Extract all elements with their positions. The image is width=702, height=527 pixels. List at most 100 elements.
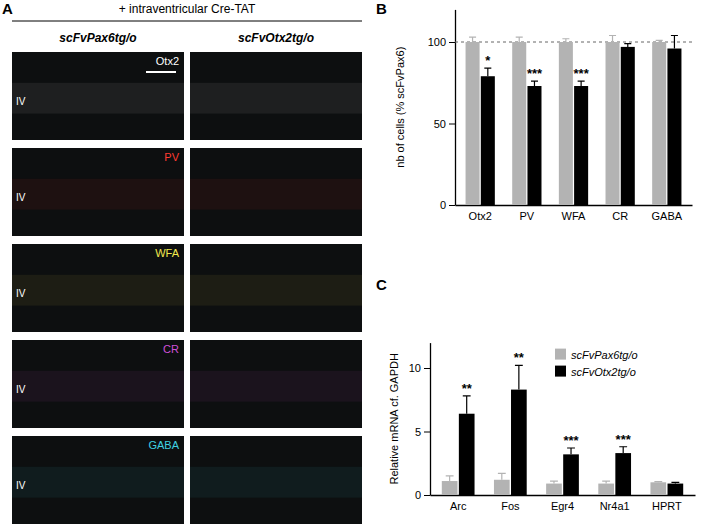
significance: ***: [563, 433, 579, 448]
micrograph-tint: [190, 275, 362, 306]
legend-label: scFvPax6tg/o: [571, 349, 638, 361]
bar: [667, 49, 681, 205]
bar: [574, 86, 588, 205]
micrograph-tint: [12, 179, 184, 210]
error-cap: [550, 480, 558, 481]
x-tick: Nr4a1: [600, 500, 630, 512]
bar: [563, 454, 579, 495]
error-bar: [519, 37, 520, 42]
significance: ***: [527, 66, 543, 81]
chart: B 0 50 100 Otx2 PV WFA CR GABA nb of cells (% scF…: [376, 0, 693, 222]
chart: C0510ArcFosEgr4Nr4a1HPRTRelative mRNA cf…: [376, 276, 696, 512]
y-tick-mark: [449, 124, 455, 125]
x-axis-line: [456, 205, 693, 206]
y-tick: 0: [440, 199, 455, 211]
x-tick-label: PV: [520, 210, 535, 222]
scale-bar: [146, 71, 176, 73]
y-tick-mark: [424, 432, 430, 433]
bar: [466, 42, 480, 205]
micrograph-tint: [190, 467, 362, 498]
panel-letter: B: [376, 0, 387, 17]
micrograph: [190, 148, 362, 236]
micrograph-tint: [190, 179, 362, 210]
bar: [606, 42, 620, 205]
stain-label: PV: [164, 151, 179, 163]
x-tick: GABA: [652, 210, 683, 222]
x-tick: WFA: [562, 210, 586, 222]
figure: A+ intraventricular Cre-TATscFvPax6tg/os…: [0, 0, 702, 527]
micrograph-tint: [12, 371, 184, 402]
y-tick-label: 0: [440, 199, 446, 211]
legend-label: scFvOtx2tg/o: [571, 366, 636, 378]
micrograph: [190, 52, 362, 140]
y-tick-label: 5: [415, 426, 421, 438]
x-tick-label: WFA: [562, 210, 586, 222]
micrograph-tint: [12, 467, 184, 498]
bar: [598, 484, 614, 495]
error-cap: [469, 37, 476, 38]
error-cap: [516, 37, 523, 38]
y-tick-label: 50: [434, 118, 446, 130]
error-bar: [570, 448, 571, 454]
error-bar: [449, 476, 450, 481]
bar: [615, 453, 631, 495]
bar: [494, 480, 510, 495]
y-axis: 0 5 10: [409, 343, 431, 501]
significance: **: [462, 381, 473, 396]
significance: ***: [616, 432, 632, 447]
panel-letter: A: [2, 0, 13, 17]
legend-swatch: [555, 366, 566, 377]
x-tick: Egr4: [551, 500, 574, 512]
micrograph-tint: [190, 83, 362, 114]
bar: [459, 414, 475, 495]
error-cap: [654, 481, 662, 482]
y-tick-label: 0: [415, 489, 421, 501]
error-bar: [518, 365, 519, 389]
legend: scFvPax6tg/o scFvOtx2tg/o: [555, 349, 638, 378]
y-axis-title: nb of cells (% scFvPax6): [394, 47, 406, 168]
y-tick: 5: [415, 426, 430, 438]
layer-label: IV: [16, 480, 26, 491]
error-bar: [623, 447, 624, 453]
micrograph: [12, 436, 184, 524]
header: + intraventricular Cre-TAT: [119, 2, 256, 16]
bar: [650, 482, 666, 495]
y-tick-label: 100: [428, 36, 446, 48]
y-tick-mark: [449, 42, 455, 43]
x-tick: PV: [520, 210, 535, 222]
plot-area: [455, 35, 692, 205]
error-cap: [671, 482, 679, 483]
micrograph-tint: [12, 83, 184, 114]
plot-area: [442, 365, 683, 495]
panel-a: A+ intraventricular Cre-TATscFvPax6tg/os…: [2, 0, 362, 524]
error-bar: [487, 68, 488, 76]
error-bar: [472, 37, 473, 42]
column-label: scFvPax6tg/o: [59, 31, 136, 45]
y-axis-line: [455, 10, 456, 206]
x-tick-label: Otx2: [469, 210, 492, 222]
micrograph: [190, 436, 362, 524]
error-cap: [446, 475, 454, 476]
bar: [512, 42, 526, 205]
x-tick-label: GABA: [652, 210, 683, 222]
micrograph: [12, 340, 184, 428]
y-tick: 10: [409, 362, 430, 374]
error-bar: [674, 35, 675, 48]
x-tick: Fos: [501, 500, 520, 512]
bar: [527, 86, 541, 205]
micrograph: [12, 148, 184, 236]
micrograph: [12, 52, 184, 140]
stain-label: Otx2: [156, 55, 179, 67]
significance: **: [514, 350, 525, 365]
x-tick: CR: [612, 210, 628, 222]
error-cap: [602, 480, 610, 481]
y-tick: 50: [434, 118, 455, 130]
x-tick: Otx2: [469, 210, 492, 222]
significance: ***: [574, 66, 590, 81]
bar: [442, 481, 458, 495]
stain-label: CR: [163, 343, 179, 355]
bar: [511, 390, 527, 495]
micrograph: [12, 244, 184, 332]
error-cap: [609, 35, 616, 36]
y-axis-title: Relative mRNA cf. GAPDH: [388, 353, 400, 484]
